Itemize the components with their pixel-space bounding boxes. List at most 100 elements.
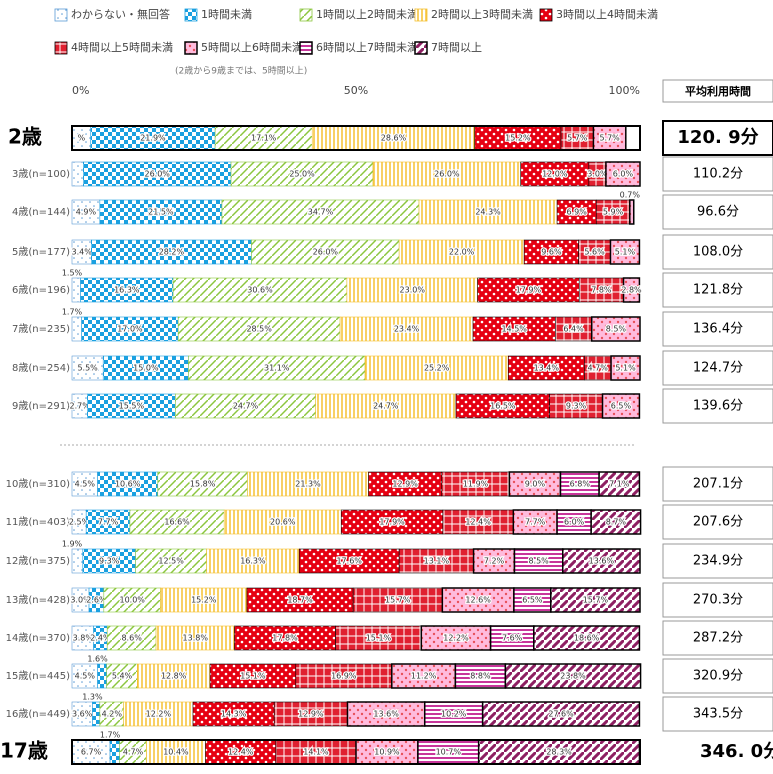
legend-swatch xyxy=(299,41,313,55)
value-label: 21.5% xyxy=(148,208,174,217)
value-label: 10.9% xyxy=(374,748,400,757)
bar-segment xyxy=(629,199,635,225)
value-label: 31.1% xyxy=(264,364,290,373)
legend-swatch xyxy=(184,8,198,22)
average-box xyxy=(662,194,773,230)
value-label: 16.5% xyxy=(490,402,516,411)
value-label: 10.6% xyxy=(115,480,141,489)
value-label: 13.6% xyxy=(589,557,615,566)
value-label: 5.6% xyxy=(584,248,605,257)
value-label: 2.5% xyxy=(69,518,90,527)
value-label: 8.5% xyxy=(606,325,627,334)
average-box xyxy=(662,504,773,540)
bar-segment xyxy=(549,393,603,419)
bar-outline xyxy=(71,739,641,765)
value-label: 15.7% xyxy=(385,596,411,605)
bar-segment xyxy=(102,355,189,381)
value-label: 5.5% xyxy=(77,364,98,373)
bar-segment xyxy=(71,316,82,342)
bar-segment xyxy=(85,509,131,535)
value-label: 4.7% xyxy=(588,364,609,373)
value-label: 25.0% xyxy=(289,170,315,179)
value-label: 5.7% xyxy=(567,134,588,143)
bar-segment xyxy=(315,393,457,419)
bar-segment xyxy=(533,625,641,651)
value-label: 23.4% xyxy=(394,325,420,334)
value-label: 15.1% xyxy=(366,634,392,643)
value-label: 8.7% xyxy=(606,518,627,527)
bar-segment xyxy=(335,625,422,651)
value-label: 4.9% xyxy=(76,208,97,217)
bar-segment xyxy=(175,393,316,419)
value-label: 9.0% xyxy=(525,480,546,489)
bar-segment xyxy=(590,509,642,535)
value-label: 30.6% xyxy=(247,286,273,295)
value-label: 5.9% xyxy=(603,208,624,217)
value-label: 13.6% xyxy=(373,710,399,719)
value-label: 18.6% xyxy=(574,634,600,643)
average-box xyxy=(662,156,773,192)
average-box xyxy=(662,543,773,579)
value-label: 17.9% xyxy=(516,286,542,295)
value-label: 20.6% xyxy=(270,518,296,527)
bar-segment xyxy=(442,509,514,535)
average-value: 120. 9分 xyxy=(677,127,758,148)
value-label: 8.5% xyxy=(528,557,549,566)
value-label: 17.0% xyxy=(117,325,143,334)
bar-segment xyxy=(295,663,393,689)
average-box xyxy=(662,620,773,656)
average-box xyxy=(662,272,773,308)
legend-label: 7時間以上 xyxy=(431,41,482,54)
bar-segment xyxy=(513,548,564,574)
row-label: 3歳(n=100) xyxy=(12,168,70,180)
bar-segment xyxy=(598,471,641,497)
bar-segment xyxy=(71,277,81,303)
value-label: 24.7% xyxy=(233,402,259,411)
value-label: 7.7% xyxy=(98,518,119,527)
average-box xyxy=(662,350,773,386)
bar-segment xyxy=(368,471,443,497)
bar-segment xyxy=(221,199,420,225)
value-label: 23.0% xyxy=(400,286,426,295)
legend-label: 1時間以上2時間未満 xyxy=(316,8,418,21)
bar-segment xyxy=(584,355,612,381)
bar-segment xyxy=(352,587,443,613)
legend-swatch xyxy=(184,41,198,55)
value-label: 1.7% xyxy=(62,308,83,317)
value-label: 10.4% xyxy=(163,748,189,757)
value-label: 12.2% xyxy=(443,634,469,643)
average-value: 124.7分 xyxy=(693,361,743,376)
value-label: 12.9% xyxy=(392,480,418,489)
bar-segment xyxy=(372,161,522,187)
row-label: 17歳 xyxy=(0,739,48,763)
bar-segment xyxy=(477,277,580,303)
bar-segment xyxy=(97,663,107,689)
value-label: 14.5% xyxy=(501,325,527,334)
value-label: 6.0% xyxy=(613,170,634,179)
value-label: 12.0% xyxy=(542,170,568,179)
legend-label: 6時間以上7時間未満 xyxy=(316,41,418,54)
bar-segment xyxy=(507,355,585,381)
value-label: 12.6% xyxy=(465,596,491,605)
value-label: 15.2% xyxy=(191,596,217,605)
value-label: 34.7% xyxy=(308,208,334,217)
bar-segment xyxy=(550,587,641,613)
legend-label: 4時間以上5時間未満 xyxy=(71,41,173,54)
value-label: 16.3% xyxy=(114,286,140,295)
bar-segment xyxy=(423,701,484,727)
average-value: 108.0分 xyxy=(693,245,743,260)
bar-segment xyxy=(106,663,138,689)
value-label: 8.6% xyxy=(121,634,142,643)
row-label: 14歳(n=370) xyxy=(6,632,70,644)
row-label: 6歳(n=196) xyxy=(12,284,70,296)
average-value: 110.2分 xyxy=(693,167,743,182)
value-label: 10.0% xyxy=(119,596,145,605)
x-tick-label: 50% xyxy=(344,84,368,97)
bar-segment xyxy=(246,587,354,613)
row-label: 7歳(n=235) xyxy=(12,323,70,335)
bar-segment xyxy=(346,277,478,303)
bar-segment xyxy=(562,548,641,574)
bar-segment xyxy=(83,161,232,187)
value-label: 22.0% xyxy=(449,248,475,257)
